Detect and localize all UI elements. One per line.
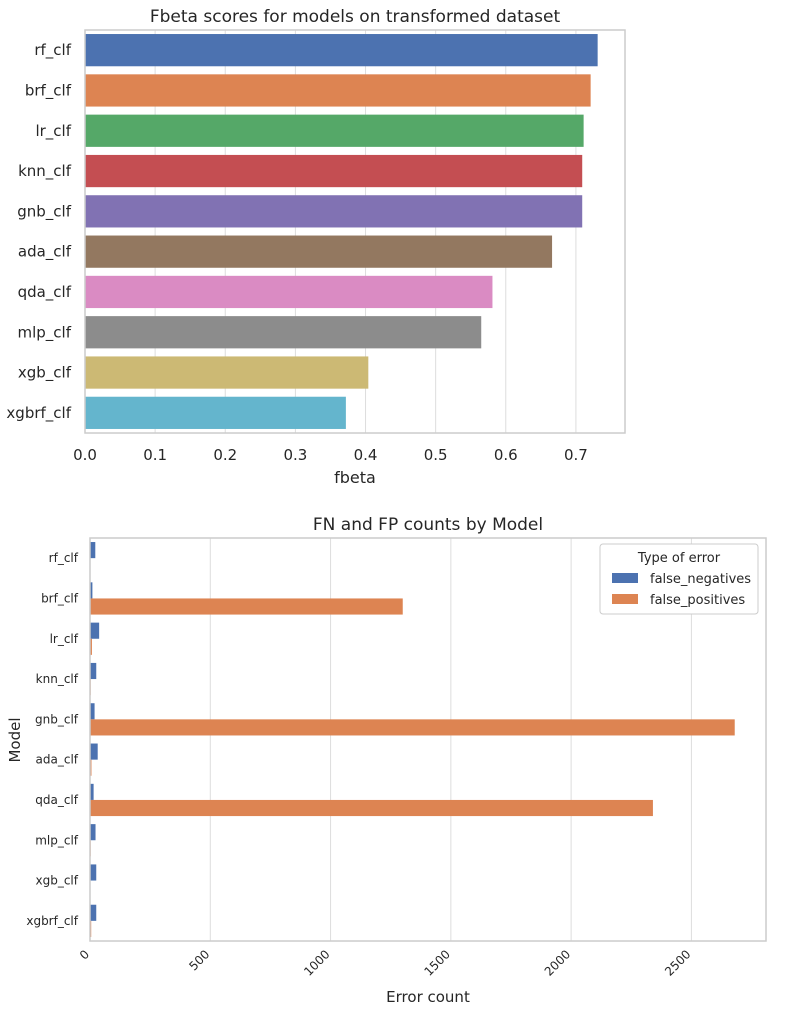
fbeta-bar-mlp-clf [85,316,482,349]
error-bar-gnb-clf-false-negatives [90,703,95,720]
error-bar-ada-clf-false-negatives [90,743,98,760]
error-y-tick-label: ada_clf [36,753,79,767]
legend-swatch-false-positives [612,594,638,604]
error-count-chart-x-ticks: 0 500 1000 1500 2000 2500 [77,947,694,978]
fbeta-y-tick-label: brf_clf [25,81,72,100]
legend-box [599,543,759,615]
error-y-tick-label: xgbrf_clf [26,914,78,928]
fbeta-x-tick-label: 0.4 [354,446,378,464]
error-bar-rf-clf-false-negatives [90,542,96,559]
error-bar-xgb-clf-false-negatives [90,864,97,881]
fbeta-bar-xgb-clf [85,356,369,389]
error-x-tick-label: 2000 [542,947,573,978]
error-y-tick-label: lr_clf [50,632,79,646]
fbeta-bar-qda-clf [85,275,493,309]
error-count-chart-x-label: Error count [386,988,470,1006]
error-count-chart-y-label: Model [6,717,24,762]
legend-label-false-negatives: false_negatives [650,572,751,587]
error-x-tick-label: 1000 [301,947,332,978]
fbeta-x-tick-label: 0.1 [143,446,167,464]
fbeta-bar-xgbrf-clf [85,396,346,429]
error-bar-qda-clf-false-negatives [90,783,94,800]
fbeta-y-tick-label: mlp_clf [18,323,72,342]
error-bar-xgbrf-clf-false-negatives [90,904,97,921]
fbeta-y-tick-label: xgb_clf [18,364,72,383]
error-y-tick-label: qda_clf [35,793,79,807]
fbeta-x-tick-label: 0.7 [564,446,588,464]
error-bar-lr-clf-false-negatives [90,622,100,639]
fbeta-x-tick-label: 0.5 [424,446,448,464]
fbeta-y-tick-label: qda_clf [18,283,72,302]
legend-swatch-false-negatives [612,573,638,583]
error-count-chart-y-ticks: rf_clf brf_clf lr_clf knn_clf gnb_clf ada_clf… [26,551,78,928]
fbeta-x-tick-label: 0.3 [283,446,307,464]
error-count-chart-frame [89,537,767,942]
fbeta-chart-x-ticks: 0.0 0.1 0.2 0.3 0.4 0.5 0.6 0.7 [73,446,588,464]
fbeta-bar-rf-clf [85,34,598,67]
legend-title: Type of error [637,551,721,566]
fbeta-bar-ada-clf [85,235,553,268]
error-count-chart: FN and FP counts by Model rf_clf brf_clfl… [6,515,767,1006]
error-x-tick-label: 0 [77,947,92,962]
fbeta-x-tick-label: 0.0 [73,446,97,464]
fbeta-y-tick-label: xgbrf_clf [6,404,71,423]
fbeta-y-tick-label: gnb_clf [17,202,71,221]
error-y-tick-label: knn_clf [36,672,79,686]
fbeta-y-tick-label: lr_clf [35,122,71,141]
error-bar-knn-clf-false-negatives [90,662,97,680]
error-count-chart-legend: Type of error false_negatives false_posi… [599,543,759,615]
error-count-chart-bars [90,542,735,937]
error-bar-lr-clf-false-positives [90,638,92,655]
fbeta-chart-frame [84,29,626,434]
fbeta-bar-lr-clf [85,114,584,147]
fbeta-bar-brf-clf [85,74,591,107]
error-count-chart-title: FN and FP counts by Model [313,515,543,535]
error-bar-qda-clf-false-positives [90,799,653,817]
fbeta-y-tick-label: knn_clf [18,162,72,181]
fbeta-bar-gnb-clf [85,195,583,228]
error-y-tick-label: rf_clf [49,551,79,565]
fbeta-chart: Fbeta scores for models on transformed d… [6,7,626,487]
fbeta-y-tick-label: ada_clf [18,243,72,262]
fbeta-x-tick-label: 0.2 [213,446,237,464]
error-bar-brf-clf-false-negatives [90,582,93,599]
error-bar-brf-clf-false-positives [90,598,403,615]
error-y-tick-label: gnb_clf [35,712,79,726]
error-bar-mlp-clf-false-negatives [90,824,96,841]
error-x-tick-label: 500 [186,947,212,973]
error-y-tick-label: mlp_clf [35,833,79,847]
fbeta-y-tick-label: rf_clf [34,41,71,60]
fbeta-bar-knn-clf [85,154,583,188]
legend-label-false-positives: false_positives [650,593,745,608]
fbeta-chart-title: Fbeta scores for models on transformed d… [150,7,561,27]
fbeta-x-tick-label: 0.6 [494,446,518,464]
fbeta-chart-x-label: fbeta [334,468,376,487]
error-x-tick-label: 2500 [662,947,693,978]
error-y-tick-label: brf_clf [41,591,79,605]
error-y-tick-label: xgb_clf [36,874,79,888]
fbeta-chart-y-ticks: rf_clf brf_clf lr_clf knn_clf gnb_clf ada_clf… [6,41,71,423]
fbeta-chart-bars [85,34,598,429]
error-bar-gnb-clf-false-positives [90,719,735,736]
error-x-tick-label: 1500 [421,947,452,978]
